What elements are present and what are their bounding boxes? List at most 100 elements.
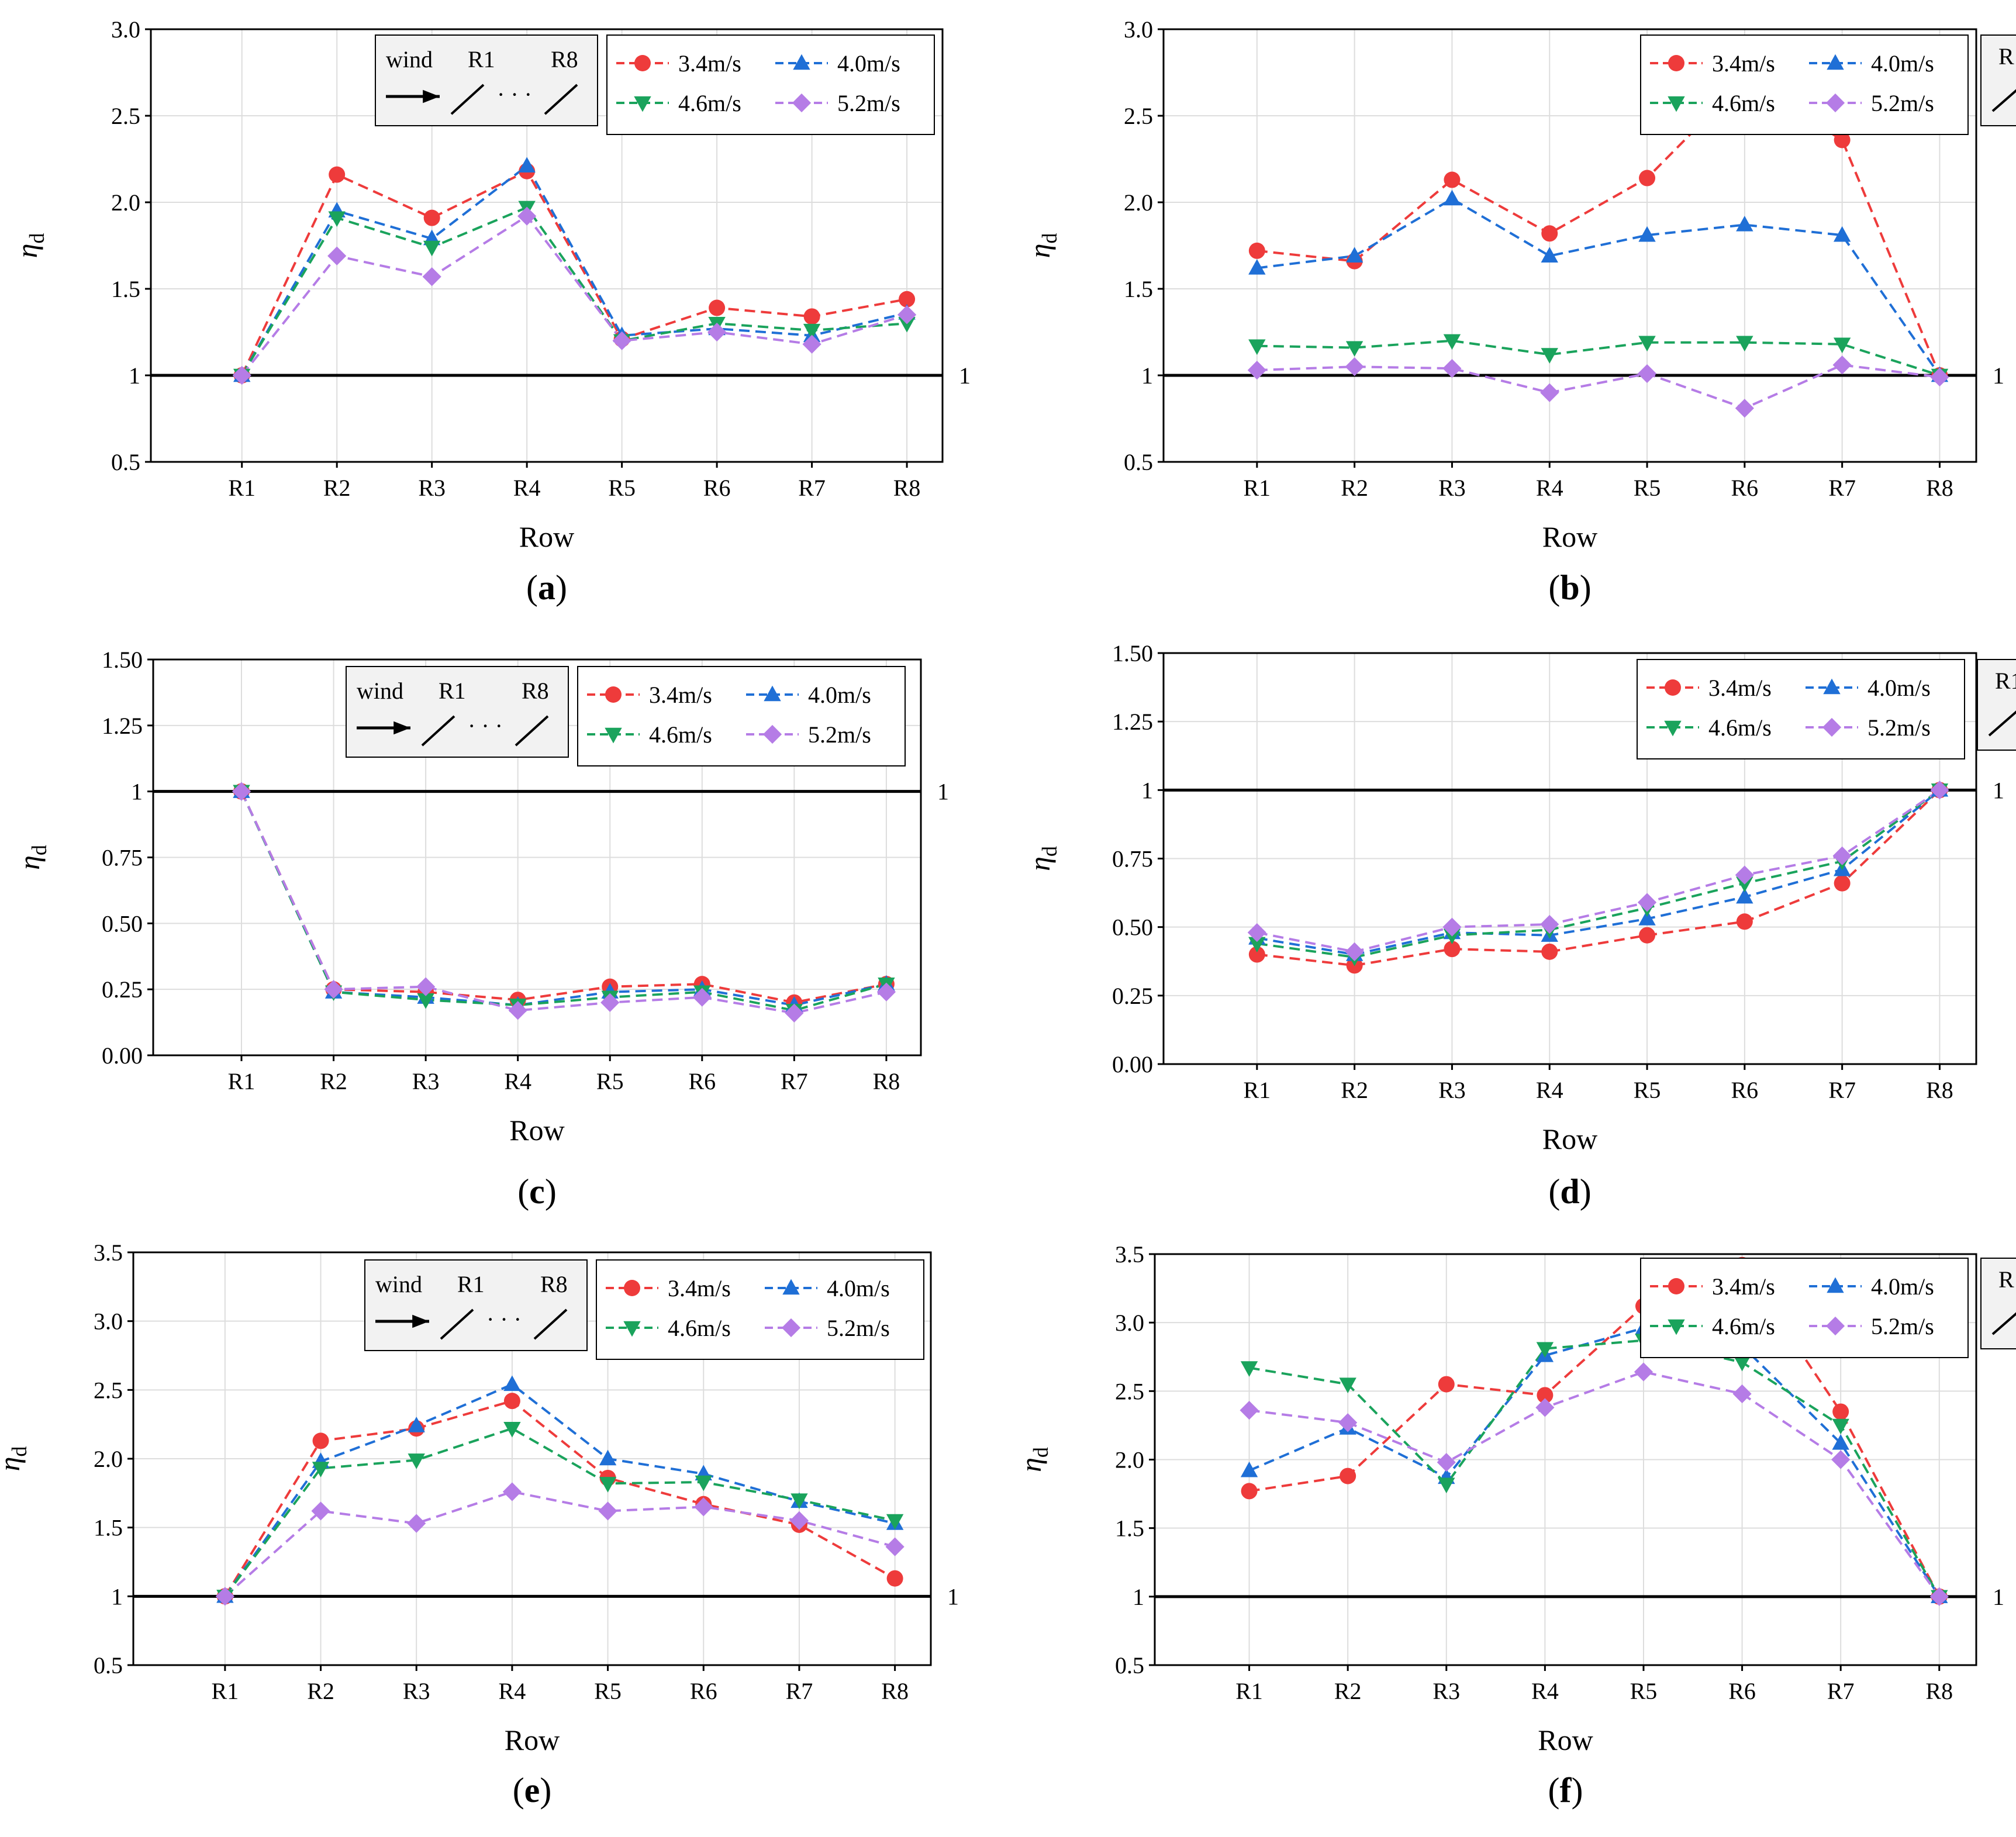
data-point bbox=[329, 166, 346, 183]
legend-label: 4.0m/s bbox=[1867, 675, 1931, 701]
data-point bbox=[612, 331, 631, 350]
data-point bbox=[215, 1587, 234, 1606]
legend-label: 4.0m/s bbox=[808, 682, 871, 708]
data-point bbox=[1536, 1342, 1554, 1358]
first-row-label: R1 bbox=[457, 1271, 485, 1297]
data-point bbox=[1832, 355, 1852, 375]
data-point bbox=[1345, 247, 1363, 263]
x-tick-label: R6 bbox=[1728, 1678, 1756, 1704]
series-line-4.0m/s bbox=[1256, 789, 1941, 956]
y-tick-label: 2.5 bbox=[1124, 103, 1153, 129]
y-tick-label: 0.50 bbox=[102, 910, 143, 937]
data-point bbox=[312, 1462, 330, 1477]
data-point bbox=[1833, 337, 1851, 354]
legend-marker bbox=[623, 1321, 641, 1337]
y-tick-label: 0.5 bbox=[1115, 1652, 1144, 1679]
x-tick-label: R5 bbox=[1634, 475, 1661, 501]
x-axis-label: Row bbox=[509, 1114, 564, 1147]
data-point bbox=[1540, 383, 1559, 402]
x-axis-label: Row bbox=[1542, 520, 1597, 553]
data-point bbox=[1444, 171, 1461, 188]
x-tick-label: R5 bbox=[1634, 1077, 1661, 1103]
legend: 3.4m/s 4.0m/s 4.6m/s 5.2m/s bbox=[606, 34, 935, 135]
series-line-4.6m/s bbox=[240, 206, 907, 377]
series-group bbox=[1247, 71, 1949, 418]
data-point bbox=[1733, 1355, 1751, 1372]
panel-caption: (e) bbox=[513, 1771, 552, 1810]
y-tick-label: 3.0 bbox=[1124, 16, 1153, 43]
reference-label: 1 bbox=[1993, 362, 2004, 389]
legend-label: 5.2m/s bbox=[1867, 714, 1931, 741]
panel-row-icon bbox=[450, 84, 485, 115]
series-line-4.0m/s bbox=[240, 164, 907, 377]
x-tick-label: R3 bbox=[418, 475, 446, 501]
legend-marker bbox=[793, 54, 810, 70]
first-row-label: R1 bbox=[439, 678, 466, 704]
legend: 3.4m/s 4.0m/s 4.6m/s 5.2m/s bbox=[1637, 659, 1965, 759]
data-point bbox=[1540, 914, 1559, 934]
legend-marker bbox=[1668, 1278, 1684, 1294]
data-point bbox=[1537, 1387, 1554, 1404]
x-axis-label: Row bbox=[519, 520, 574, 553]
panel-caption: (d) bbox=[1548, 1172, 1591, 1211]
x-axis-label: Row bbox=[1542, 1123, 1597, 1155]
x-tick-label: R7 bbox=[1828, 1077, 1856, 1103]
wind-label: wind bbox=[375, 1271, 422, 1297]
series-line-4.6m/s bbox=[224, 1427, 896, 1597]
x-tick-label: R7 bbox=[781, 1068, 808, 1094]
y-tick-label: 3.0 bbox=[94, 1308, 123, 1335]
series-line-3.4m/s bbox=[240, 170, 907, 376]
data-point bbox=[599, 1449, 617, 1466]
data-point bbox=[1345, 942, 1364, 961]
first-row-label: R1 bbox=[1995, 668, 2016, 694]
series-line-4.6m/s bbox=[240, 790, 887, 1012]
data-point bbox=[1637, 893, 1657, 912]
data-point bbox=[1240, 1401, 1259, 1420]
x-tick-label: R8 bbox=[893, 475, 921, 501]
y-tick-label: 0.5 bbox=[111, 449, 140, 475]
series-line-4.6m/s bbox=[1249, 1339, 1941, 1597]
data-point bbox=[327, 246, 347, 265]
series-line-4.0m/s bbox=[1248, 1327, 1941, 1597]
legend-label: 5.2m/s bbox=[827, 1315, 890, 1341]
data-point bbox=[422, 267, 441, 286]
y-axis-label: ηd bbox=[1023, 233, 1061, 258]
y-tick-label: 2.5 bbox=[94, 1377, 123, 1403]
y-tick-label: 0.25 bbox=[102, 976, 143, 1003]
data-point bbox=[423, 240, 441, 257]
legend-label: 5.2m/s bbox=[808, 721, 871, 748]
legend-label: 4.0m/s bbox=[827, 1275, 890, 1301]
x-tick-label: R6 bbox=[1731, 1077, 1759, 1103]
data-point bbox=[328, 211, 346, 227]
legend-marker bbox=[1825, 1316, 1845, 1336]
reference-label: 1 bbox=[1993, 777, 2004, 803]
panel-d: 1 0.00 0.25 0.50 0.75 1 1.25 1.50 R1 R2 R3 R4 R5 R6 R7… bbox=[1023, 640, 2016, 1211]
y-tick-label: 1.50 bbox=[1112, 640, 1153, 667]
data-point bbox=[695, 1475, 712, 1491]
data-point bbox=[518, 157, 536, 173]
x-axis-label: Row bbox=[505, 1724, 560, 1756]
y-tick-label: 1.50 bbox=[102, 647, 143, 673]
y-axis-label: ηd bbox=[13, 845, 51, 870]
y-tick-label: 1 bbox=[129, 362, 140, 389]
panel-caption: (f) bbox=[1548, 1771, 1583, 1810]
legend-marker bbox=[624, 1280, 640, 1296]
x-tick-label: R5 bbox=[608, 475, 636, 501]
y-tick-label: 2.5 bbox=[111, 103, 140, 129]
wind-direction-diagram: R1R8wind· · · bbox=[1977, 659, 2016, 751]
data-point bbox=[692, 987, 712, 1007]
data-point bbox=[1248, 946, 1265, 963]
legend-label: 3.4m/s bbox=[1712, 1273, 1775, 1300]
y-tick-label: 0.00 bbox=[1112, 1051, 1153, 1078]
x-tick-label: R3 bbox=[403, 1678, 430, 1704]
series-line-3.4m/s bbox=[224, 1399, 896, 1597]
y-tick-label: 1 bbox=[111, 1583, 123, 1610]
x-tick-label: R4 bbox=[1536, 475, 1563, 501]
x-tick-label: R1 bbox=[228, 475, 256, 501]
data-point bbox=[503, 1375, 521, 1391]
data-point bbox=[803, 308, 820, 325]
data-point bbox=[599, 1477, 617, 1493]
data-point bbox=[1443, 189, 1461, 206]
legend-marker bbox=[1825, 93, 1845, 113]
data-point bbox=[1930, 781, 1949, 800]
